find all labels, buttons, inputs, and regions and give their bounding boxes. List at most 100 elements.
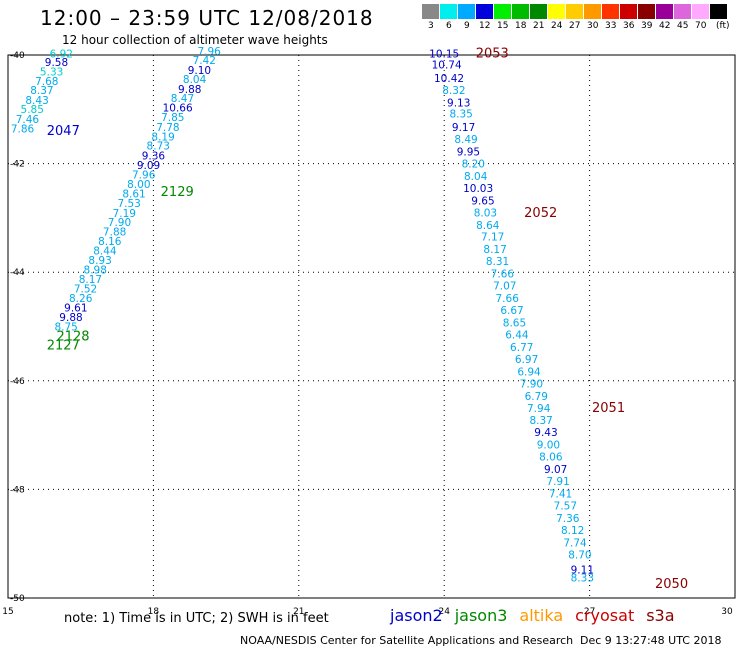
scale-label: 6 xyxy=(446,21,452,31)
wave-height-label: 8.70 xyxy=(568,549,591,561)
wave-height-label: 9.11 xyxy=(571,565,594,577)
scale-swatch xyxy=(584,4,601,19)
scale-swatch xyxy=(566,4,583,19)
wave-height-label: 7.19 xyxy=(113,208,136,220)
wave-height-label: 7.46 xyxy=(16,114,40,126)
wave-height-label: 8.93 xyxy=(88,255,111,267)
scale-label: 33 xyxy=(605,21,617,31)
wave-height-label: 8.75 xyxy=(54,321,77,333)
wave-height-label: 8.61 xyxy=(122,188,145,200)
wave-height-label: 5.33 xyxy=(40,67,63,79)
wave-height-label: 8.98 xyxy=(84,264,107,276)
wave-height-label: 8.17 xyxy=(483,244,506,256)
wave-height-label: 9.17 xyxy=(452,122,475,134)
wave-height-label: 7.68 xyxy=(35,76,58,88)
satellite-cryosat: cryosat xyxy=(575,606,635,625)
wave-height-label: 7.90 xyxy=(520,378,543,390)
scale-swatch xyxy=(476,4,493,19)
wave-height-label: 8.49 xyxy=(454,134,477,146)
lat-tick-label: -42 xyxy=(10,160,25,170)
scale-label: 30 xyxy=(587,21,599,31)
wave-height-label: 10.42 xyxy=(434,73,464,85)
wave-height-label: 7.86 xyxy=(11,124,35,136)
satellite-jason3: jason3 xyxy=(454,606,508,625)
wave-height-label: 6.94 xyxy=(517,366,541,378)
lon-tick-label: 30 xyxy=(721,607,733,617)
lat-tick-label: -44 xyxy=(10,268,25,278)
pass-time-label: 2051 xyxy=(592,401,625,416)
wave-height-label: 6.79 xyxy=(525,391,548,403)
wave-height-label: 8.19 xyxy=(151,131,174,143)
wave-height-label: 8.37 xyxy=(529,415,552,427)
wave-height-label: 7.96 xyxy=(197,46,221,58)
wave-height-label: 8.73 xyxy=(147,140,170,152)
wave-height-label: 7.42 xyxy=(193,55,216,67)
scale-swatch xyxy=(548,4,565,19)
lon-tick-label: 15 xyxy=(2,607,13,617)
wave-height-label: 6.44 xyxy=(505,329,529,341)
wave-height-label: 9.88 xyxy=(59,312,82,324)
page-subtitle: 12 hour collection of altimeter wave hei… xyxy=(62,33,328,47)
scale-swatch xyxy=(638,4,655,19)
wave-height-label: 10.15 xyxy=(429,49,459,61)
wave-height-label: 10.03 xyxy=(463,183,493,195)
wave-height-label: 7.41 xyxy=(549,489,572,501)
wave-height-label: 9.61 xyxy=(64,302,87,314)
wave-height-label: 8.16 xyxy=(98,236,122,248)
scale-swatch xyxy=(710,4,727,19)
wave-height-label: 8.17 xyxy=(79,274,102,286)
scale-label: 15 xyxy=(497,21,509,31)
scale-swatch xyxy=(530,4,547,19)
scale-label: 27 xyxy=(569,21,581,31)
lon-tick-label: 27 xyxy=(584,607,595,617)
wave-height-label: 7.53 xyxy=(117,198,140,210)
lat-tick-label: -46 xyxy=(10,377,25,387)
wave-height-label: 7.66 xyxy=(496,293,520,305)
scale-swatch xyxy=(512,4,529,19)
wave-height-label: 7.52 xyxy=(74,283,97,295)
credit-line: NOAA/NESDIS Center for Satellite Applica… xyxy=(240,634,574,647)
wave-height-label: 8.32 xyxy=(442,85,465,97)
lat-tick-label: -40 xyxy=(10,51,25,61)
scale-label: 45 xyxy=(677,21,689,31)
wave-height-label: 9.13 xyxy=(447,98,470,110)
page-title: 12:00 – 23:59 UTC 12/08/2018 xyxy=(40,6,374,30)
lon-tick-label: 24 xyxy=(438,607,450,617)
scale-swatch xyxy=(422,4,439,19)
footer-note: note: 1) Time is in UTC; 2) SWH is in fe… xyxy=(64,611,329,626)
wave-height-label: 8.03 xyxy=(474,207,497,219)
scale-label: 36 xyxy=(623,21,635,31)
wave-height-label: 6.92 xyxy=(50,49,73,61)
wave-height-label: 8.47 xyxy=(171,93,194,105)
wave-height-label: 8.04 xyxy=(183,74,207,86)
wave-height-label: 9.09 xyxy=(137,160,160,172)
wave-height-label: 7.96 xyxy=(132,169,156,181)
scale-label: 12 xyxy=(479,21,491,31)
wave-height-label: 7.94 xyxy=(527,403,551,415)
scale-label: 39 xyxy=(641,21,653,31)
wave-height-label: 7.85 xyxy=(161,112,184,124)
wave-height-label: 9.95 xyxy=(457,146,480,158)
pass-time-label: 2050 xyxy=(655,577,688,592)
wave-height-label: 9.65 xyxy=(471,195,494,207)
satellite-s3a: s3a xyxy=(646,606,675,625)
scale-swatch xyxy=(674,4,691,19)
wave-height-label: 8.31 xyxy=(486,256,509,268)
wave-height-label: 8.06 xyxy=(539,452,563,464)
wave-height-label: 7.07 xyxy=(493,281,516,293)
wave-height-label: 6.67 xyxy=(500,305,523,317)
wave-height-label: 8.12 xyxy=(561,525,584,537)
wave-height-label: 9.00 xyxy=(537,440,560,452)
wave-height-label: 7.90 xyxy=(108,217,131,229)
wave-height-label: 7.57 xyxy=(554,500,577,512)
scale-swatch xyxy=(602,4,619,19)
wave-height-label: 8.20 xyxy=(462,158,485,170)
satellite-altika: altika xyxy=(519,606,564,625)
wave-height-label: 8.26 xyxy=(69,293,93,305)
scale-label: 42 xyxy=(659,21,671,31)
scale-label: 70 xyxy=(695,21,707,31)
scale-swatch xyxy=(692,4,709,19)
pass-time-label: 2129 xyxy=(161,185,194,200)
wave-height-label: 6.97 xyxy=(515,354,538,366)
